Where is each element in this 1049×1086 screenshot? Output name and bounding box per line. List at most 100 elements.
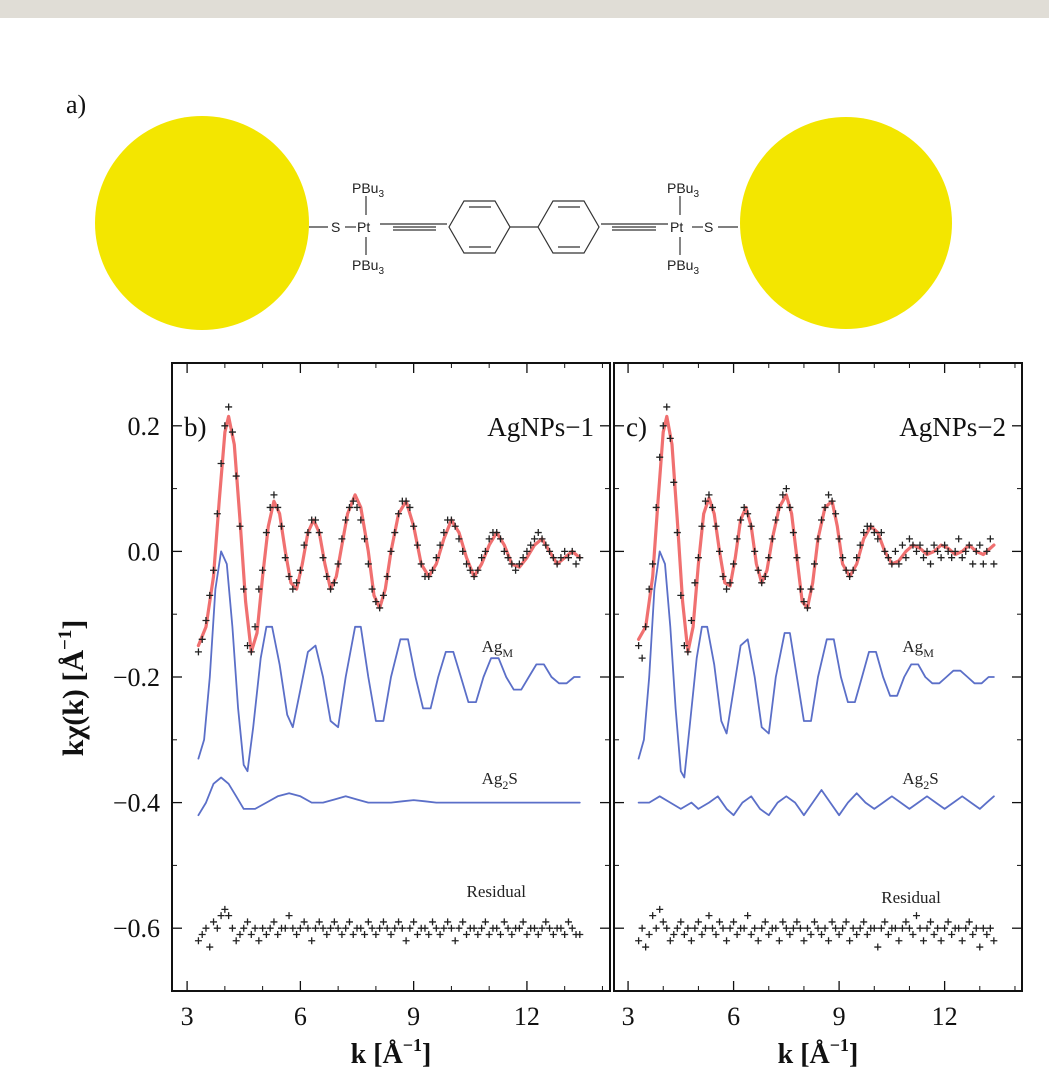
series-data-point <box>853 554 861 562</box>
series-Residual-point <box>519 918 527 926</box>
annotation-tail: S <box>508 769 517 788</box>
series-Residual-point <box>814 924 822 932</box>
x-axis-label: k [Å−1] <box>778 1035 859 1070</box>
series-data-point <box>916 541 924 549</box>
series-Residual-point <box>796 924 804 932</box>
series-data-point <box>463 560 471 568</box>
series-Residual-point <box>941 924 949 932</box>
series-Residual-point <box>842 918 850 926</box>
right-nanoparticle <box>740 117 952 329</box>
series-Residual-point <box>853 930 861 938</box>
series-Residual-point <box>934 924 942 932</box>
series-Residual-point <box>285 912 293 920</box>
series-Residual-point <box>920 937 928 945</box>
series-data-point <box>387 547 395 555</box>
series-data-point <box>323 573 331 581</box>
series-Residual-point <box>383 924 391 932</box>
series-Residual-point <box>436 930 444 938</box>
series-annotation: Residual <box>467 882 527 901</box>
series-Residual-point <box>304 924 312 932</box>
series-data-point <box>519 554 527 562</box>
series-Residual-point <box>701 924 709 932</box>
series-Residual-point <box>670 930 678 938</box>
series-data-point <box>523 547 531 555</box>
series-Residual-point <box>402 937 410 945</box>
series-Residual-point <box>986 924 994 932</box>
series-data-point <box>972 547 980 555</box>
panel-label: c) <box>626 412 647 442</box>
series-data-point <box>379 591 387 599</box>
series-Residual-point <box>677 918 685 926</box>
x-axis-label: k [Å−1] <box>351 1035 432 1070</box>
panel-label: b) <box>184 412 207 442</box>
series-data-point <box>828 497 836 505</box>
pbu3-bottom-left-sub: 3 <box>378 266 384 277</box>
series-Residual-point <box>698 930 706 938</box>
series-Residual-point <box>687 937 695 945</box>
molecule-linker <box>309 196 738 255</box>
series-Residual-point <box>656 905 664 913</box>
series-Residual-point <box>478 924 486 932</box>
series-data-point <box>402 497 410 505</box>
series-data-point <box>716 547 724 555</box>
series-Residual-point <box>835 930 843 938</box>
series-data-point <box>920 554 928 562</box>
series-data-point <box>315 529 323 537</box>
series-fit-line <box>637 414 996 654</box>
series-data-point <box>923 547 931 555</box>
series-data-point <box>274 503 282 511</box>
series-Residual-point <box>319 924 327 932</box>
series-Residual-point <box>368 924 376 932</box>
series-Residual-point <box>779 918 787 926</box>
series-data-point <box>884 554 892 562</box>
series-data-point <box>527 541 535 549</box>
series-data-point <box>860 529 868 537</box>
series-data-point <box>694 554 702 562</box>
series-Residual-point <box>990 937 998 945</box>
series-Residual-point <box>474 930 482 938</box>
series-Residual-point <box>912 912 920 920</box>
series-Residual-point <box>719 924 727 932</box>
series-Residual-point <box>723 937 731 945</box>
y-axis-label-main: kχ(k) [Å <box>57 650 90 757</box>
series-annotation: Ag2S <box>482 769 518 792</box>
y-axis-label-close: ] <box>57 620 90 630</box>
series-Residual-point <box>895 937 903 945</box>
series-Residual-point <box>251 924 259 932</box>
series-Residual-point <box>387 930 395 938</box>
series-Residual-point <box>497 930 504 938</box>
series-data-point <box>891 547 899 555</box>
series-data-point <box>765 554 773 562</box>
series-data-point <box>504 554 512 562</box>
series-data-point <box>546 547 554 555</box>
series-Residual-point <box>870 924 878 932</box>
series-data-point <box>870 529 878 537</box>
x-axis-label-close: ] <box>422 1039 431 1070</box>
series-data-point <box>649 560 657 568</box>
x-tick-label: 3 <box>622 1002 635 1031</box>
series-Residual-point <box>712 930 720 938</box>
series-data-point <box>965 541 973 549</box>
series-Residual-point <box>800 937 808 945</box>
series-Residual-point <box>909 930 917 938</box>
series-data-point <box>680 642 688 650</box>
series-Residual-point <box>323 930 331 938</box>
series-Residual-point <box>730 918 738 926</box>
series-data-point <box>251 623 259 631</box>
series-data-point <box>663 403 671 411</box>
series-Residual-point <box>546 924 554 932</box>
series-Residual-point <box>244 918 252 926</box>
series-Residual-point <box>202 924 210 932</box>
series-data-point <box>327 585 335 593</box>
series-data-point <box>557 554 565 562</box>
series-data-point <box>807 585 815 593</box>
series-data-point <box>832 510 840 518</box>
series-Residual-point <box>425 930 433 938</box>
series-Residual-point <box>232 937 240 945</box>
series-Residual-point <box>751 924 759 932</box>
series-data-point <box>677 591 685 599</box>
series-Residual-point <box>194 937 202 945</box>
series-Ag2S-line <box>197 776 581 817</box>
series-data-point <box>652 503 660 511</box>
series-data-point <box>436 541 444 549</box>
